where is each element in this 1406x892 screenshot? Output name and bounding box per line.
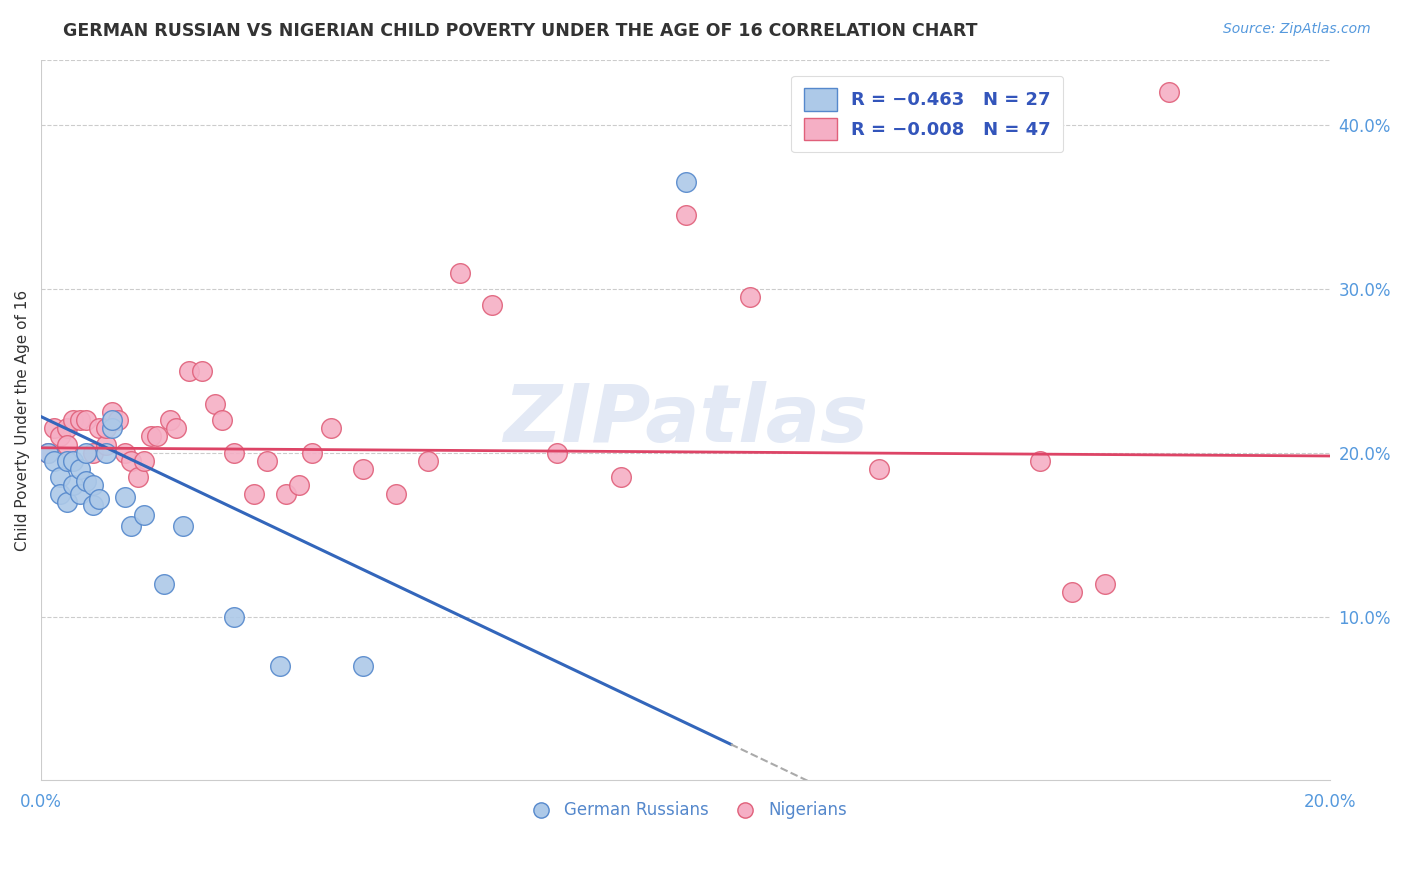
Point <box>120 519 142 533</box>
Point <box>1062 585 1084 599</box>
Point <box>101 413 124 427</box>
Point <box>42 421 65 435</box>
Point <box>211 413 233 427</box>
Point <box>49 486 72 500</box>
Point <box>224 446 246 460</box>
Point <box>166 421 188 435</box>
Point <box>94 437 117 451</box>
Point <box>1094 576 1116 591</box>
Text: GERMAN RUSSIAN VS NIGERIAN CHILD POVERTY UNDER THE AGE OF 16 CORRELATION CHART: GERMAN RUSSIAN VS NIGERIAN CHILD POVERTY… <box>63 22 977 40</box>
Point <box>288 478 311 492</box>
Point <box>269 658 291 673</box>
Point <box>139 429 162 443</box>
Point <box>675 208 697 222</box>
Point <box>1029 454 1052 468</box>
Point <box>449 266 471 280</box>
Point <box>37 446 59 460</box>
Point <box>134 508 156 522</box>
Point <box>82 498 104 512</box>
Text: ZIPatlas: ZIPatlas <box>503 381 868 459</box>
Point <box>56 454 79 468</box>
Point <box>75 413 97 427</box>
Point <box>49 429 72 443</box>
Point <box>152 576 174 591</box>
Point <box>101 405 124 419</box>
Point <box>87 421 110 435</box>
Point <box>159 413 181 427</box>
Point <box>56 495 79 509</box>
Point <box>416 454 439 468</box>
Point <box>675 176 697 190</box>
Point <box>179 364 201 378</box>
Point <box>87 491 110 506</box>
Point <box>120 454 142 468</box>
Text: Source: ZipAtlas.com: Source: ZipAtlas.com <box>1223 22 1371 37</box>
Point <box>62 478 84 492</box>
Point <box>62 413 84 427</box>
Point <box>56 437 79 451</box>
Point <box>107 413 129 427</box>
Point <box>94 446 117 460</box>
Point <box>75 446 97 460</box>
Point <box>868 462 890 476</box>
Point <box>146 429 169 443</box>
Point <box>49 470 72 484</box>
Point <box>75 474 97 488</box>
Point <box>69 413 91 427</box>
Point <box>384 486 406 500</box>
Point <box>301 446 323 460</box>
Point <box>127 470 149 484</box>
Point <box>352 462 374 476</box>
Point <box>114 490 136 504</box>
Point <box>94 421 117 435</box>
Point <box>243 486 266 500</box>
Point <box>56 421 79 435</box>
Point <box>191 364 214 378</box>
Point <box>69 462 91 476</box>
Point <box>1157 86 1180 100</box>
Point <box>224 609 246 624</box>
Legend: German Russians, Nigerians: German Russians, Nigerians <box>517 795 853 826</box>
Point <box>738 290 761 304</box>
Point <box>37 446 59 460</box>
Point <box>82 478 104 492</box>
Point <box>321 421 343 435</box>
Point <box>82 446 104 460</box>
Y-axis label: Child Poverty Under the Age of 16: Child Poverty Under the Age of 16 <box>15 289 30 550</box>
Point <box>101 421 124 435</box>
Point <box>204 396 226 410</box>
Point <box>352 658 374 673</box>
Point <box>256 454 278 468</box>
Point <box>172 519 194 533</box>
Point <box>546 446 568 460</box>
Point <box>62 454 84 468</box>
Point <box>42 454 65 468</box>
Point <box>134 454 156 468</box>
Point <box>69 486 91 500</box>
Point <box>274 486 297 500</box>
Point <box>610 470 633 484</box>
Point <box>481 298 503 312</box>
Point <box>114 446 136 460</box>
